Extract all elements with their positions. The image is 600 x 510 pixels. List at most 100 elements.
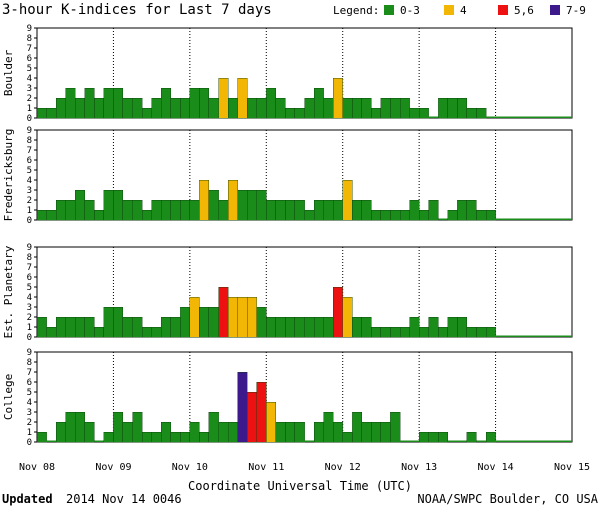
k-index-bar — [256, 97, 267, 119]
k-index-bar — [342, 296, 353, 338]
k-index-bar — [466, 431, 477, 443]
k-index-bar — [428, 431, 439, 443]
k-index-bar — [485, 209, 496, 221]
k-index-bar — [418, 209, 429, 221]
k-index-bar — [75, 316, 85, 338]
k-index-bar — [36, 209, 47, 221]
k-index-bar — [438, 97, 449, 119]
k-index-bar — [55, 316, 66, 338]
k-index-bar — [151, 431, 162, 443]
k-index-bar — [170, 199, 181, 221]
y-tick-label: 0 — [27, 333, 32, 343]
k-index-bar — [552, 440, 563, 442]
k-index-bar — [371, 107, 382, 119]
k-index-bar — [55, 421, 66, 443]
k-index-bar — [275, 316, 286, 338]
k-index-bar — [476, 107, 487, 119]
k-index-bar — [227, 97, 238, 119]
k-index-bar — [227, 421, 238, 443]
legend-swatch-0-3 — [384, 5, 394, 15]
k-index-bar — [304, 97, 315, 119]
panel-title: Boulder — [2, 49, 15, 96]
k-index-bar — [275, 199, 286, 221]
k-index-bar — [65, 87, 76, 119]
k-index-bar — [514, 335, 525, 337]
y-tick-label: 3 — [27, 84, 32, 94]
k-index-bar — [352, 411, 363, 443]
k-index-bar — [399, 326, 410, 338]
k-index-bar — [533, 440, 544, 442]
y-tick-label: 6 — [27, 378, 32, 388]
k-index-bar — [418, 107, 429, 119]
k-index-bar — [543, 116, 553, 118]
k-index-bar — [275, 421, 286, 443]
y-tick-label: 5 — [27, 283, 32, 293]
k-index-bar — [562, 440, 572, 442]
k-index-bar — [495, 335, 506, 337]
k-index-bar — [514, 116, 525, 118]
k-index-bar — [189, 296, 200, 338]
x-tick-label: Nov 11 — [248, 462, 284, 473]
y-tick-label: 0 — [27, 216, 32, 226]
k-index-bar — [457, 199, 468, 221]
y-tick-label: 9 — [27, 348, 32, 358]
k-index-bar — [189, 87, 200, 119]
k-index-bar — [237, 77, 248, 119]
k-index-bar — [332, 199, 343, 221]
k-index-bar — [562, 335, 572, 337]
k-index-bar — [409, 440, 420, 442]
y-tick-label: 8 — [27, 253, 32, 263]
k-index-bar — [208, 411, 219, 443]
k-index-bar — [399, 209, 410, 221]
x-tick-label: Nov 14 — [478, 462, 514, 473]
k-index-bar — [457, 440, 467, 442]
x-tick-label: Nov 08 — [19, 462, 55, 473]
k-index-bar — [533, 116, 544, 118]
k-index-bar — [418, 326, 429, 338]
k-index-bar — [399, 97, 410, 119]
k-index-bar — [180, 199, 191, 221]
k-index-bar — [227, 179, 238, 221]
legend-item-4: 4 — [460, 4, 467, 17]
k-index-bar — [495, 440, 506, 442]
k-index-bar — [113, 87, 124, 119]
k-index-bar — [476, 440, 487, 442]
updated-value: 2014 Nov 14 0046 — [66, 492, 182, 506]
legend-swatch-5-6 — [498, 5, 508, 15]
y-tick-label: 8 — [27, 136, 32, 146]
k-index-bar — [94, 326, 105, 338]
k-index-bar — [342, 431, 353, 443]
y-tick-label: 2 — [27, 313, 32, 323]
panels: 0123456789Boulder0123456789Fredericksbur… — [2, 24, 573, 448]
k-index-bar — [46, 440, 57, 442]
k-index-bar — [371, 209, 382, 221]
y-tick-label: 0 — [27, 114, 32, 124]
k-index-bar — [36, 316, 47, 338]
k-index-bar — [180, 431, 191, 443]
k-index-bar — [113, 189, 124, 221]
y-tick-label: 9 — [27, 126, 32, 136]
y-tick-label: 6 — [27, 273, 32, 283]
y-tick-label: 6 — [27, 54, 32, 64]
k-index-bar — [160, 316, 171, 338]
y-tick-label: 1 — [27, 323, 32, 333]
y-tick-label: 7 — [27, 44, 32, 54]
y-tick-label: 8 — [27, 358, 32, 368]
x-tick-label: Nov 10 — [172, 462, 208, 473]
k-index-bar — [447, 97, 458, 119]
k-index-bar — [552, 116, 563, 118]
k-index-bar — [371, 421, 382, 443]
k-index-bar — [380, 97, 391, 119]
k-index-bar — [199, 306, 210, 338]
k-index-bar — [428, 316, 439, 338]
k-index-bar — [75, 189, 85, 221]
k-index-bar — [113, 306, 124, 338]
k-index-bar — [208, 97, 219, 119]
k-index-bar — [113, 411, 124, 443]
k-index-bar — [132, 411, 143, 443]
k-index-bar — [103, 87, 114, 119]
k-index-bar — [524, 440, 534, 442]
k-index-bar — [361, 97, 372, 119]
